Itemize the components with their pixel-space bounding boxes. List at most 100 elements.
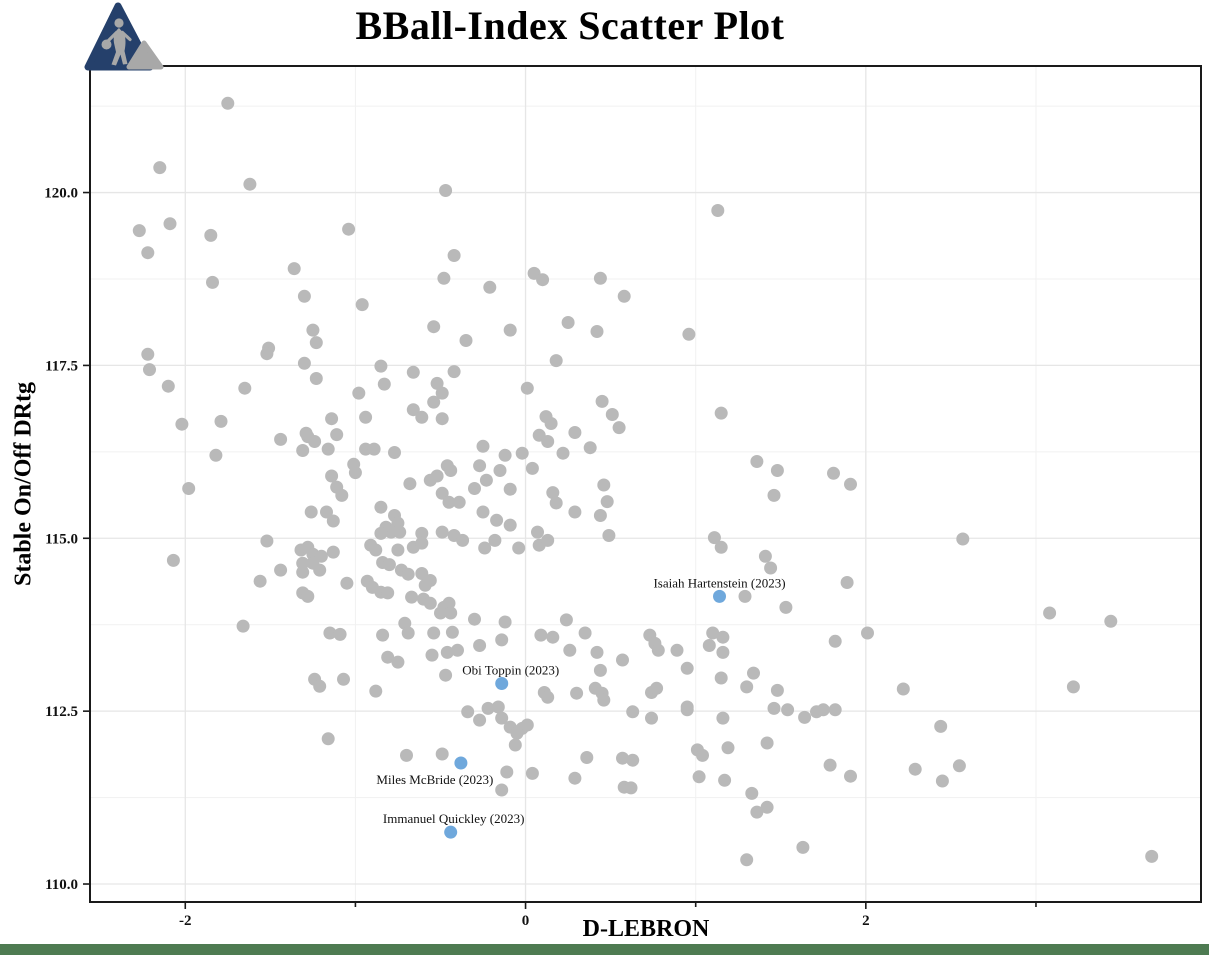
data-point (738, 589, 752, 603)
data-point (498, 615, 512, 629)
data-point (369, 543, 383, 557)
data-point (580, 751, 594, 764)
data-point (696, 748, 709, 762)
data-point (515, 446, 529, 460)
data-point (546, 486, 560, 500)
data-point (956, 532, 970, 546)
data-point (444, 606, 458, 620)
data-point (495, 711, 509, 725)
data-point (520, 381, 534, 395)
data-point (570, 686, 584, 700)
data-point (359, 410, 373, 424)
data-point (680, 703, 694, 717)
data-point (153, 161, 167, 175)
data-point (908, 762, 922, 776)
data-point (764, 561, 778, 575)
data-point (500, 765, 514, 779)
data-point (718, 773, 732, 787)
data-point (616, 751, 629, 765)
data-point (143, 363, 156, 377)
data-point (243, 177, 257, 191)
data-point (844, 769, 857, 783)
data-point (476, 505, 490, 519)
data-point (493, 464, 507, 477)
data-point (440, 645, 454, 659)
y-axis-title: Stable On/Off DRtg (10, 382, 37, 586)
data-point (434, 606, 447, 620)
data-point (702, 639, 716, 652)
data-point (296, 565, 310, 579)
data-point (1043, 606, 1057, 620)
basketball-player-icon (101, 18, 132, 66)
data-point (376, 628, 390, 642)
data-point (435, 525, 449, 539)
data-point (209, 448, 223, 462)
data-point (525, 766, 539, 780)
data-point (767, 701, 781, 715)
data-point (568, 505, 582, 519)
data-point (605, 408, 619, 421)
x-tick-label: 2 (862, 913, 870, 929)
data-point (626, 705, 640, 719)
data-point (447, 365, 461, 379)
data-point (716, 645, 730, 659)
data-point (297, 289, 311, 303)
data-point (498, 448, 512, 462)
x-tick-label: -2 (179, 913, 192, 929)
data-point (430, 376, 444, 390)
data-point (952, 759, 966, 773)
data-point (670, 643, 684, 657)
data-point (823, 758, 837, 772)
data-point (740, 680, 754, 694)
data-point (313, 563, 327, 577)
data-point (447, 249, 461, 262)
data-point (306, 323, 320, 337)
data-point (473, 459, 487, 473)
data-point (374, 500, 388, 514)
data-point (444, 464, 458, 477)
data-point (348, 466, 362, 480)
data-point (740, 853, 754, 867)
data-point (206, 275, 219, 289)
data-point (452, 495, 466, 509)
data-point (692, 770, 706, 784)
data-point (374, 359, 388, 373)
data-point (541, 435, 555, 448)
data-point (840, 576, 854, 589)
data-point (1104, 614, 1118, 628)
data-point (861, 626, 874, 640)
data-point (204, 228, 218, 242)
data-point (459, 334, 473, 347)
data-point (337, 672, 350, 686)
data-point (427, 395, 441, 409)
data-point (299, 426, 313, 440)
y-tick-label: 110.0 (45, 877, 78, 893)
data-point (321, 442, 335, 456)
data-point (1066, 680, 1080, 694)
data-point (578, 626, 592, 640)
data-point (442, 596, 456, 610)
data-point (645, 711, 658, 725)
data-point (304, 505, 318, 519)
data-point (536, 273, 550, 287)
data-point (495, 783, 509, 797)
data-point (595, 394, 609, 408)
data-point (747, 666, 760, 680)
player-label: Miles McBride (2023) (376, 772, 493, 787)
chart-title: BBall-Index Scatter Plot (355, 3, 785, 48)
data-point (650, 681, 664, 695)
data-point (593, 509, 607, 522)
data-point (491, 700, 505, 714)
data-point (714, 671, 728, 685)
data-point (549, 354, 563, 368)
data-point (503, 482, 517, 496)
data-point (309, 336, 323, 350)
data-point (435, 386, 449, 400)
data-point (367, 442, 381, 456)
data-point (132, 224, 146, 238)
data-point (405, 590, 419, 604)
data-point (274, 432, 288, 446)
data-point (745, 786, 759, 800)
data-point (406, 403, 420, 417)
data-point (323, 626, 337, 640)
